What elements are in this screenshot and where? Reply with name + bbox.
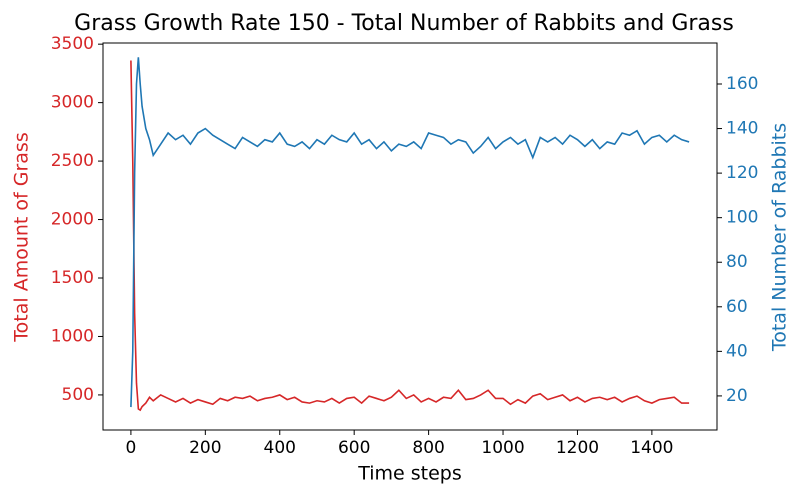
y-tick-label: 500: [62, 385, 94, 405]
x-tick-label: 200: [189, 438, 221, 458]
series-line: [130, 60, 690, 412]
y2-tick-label: 120: [726, 163, 758, 183]
y-tick-label: 2000: [51, 210, 94, 230]
y2-tick-label: 80: [726, 252, 748, 272]
chart-title: Grass Growth Rate 150 - Total Number of …: [74, 11, 734, 36]
x-tick-label: 0: [125, 438, 136, 458]
x-tick-label: 400: [264, 438, 296, 458]
y2-tick-label: 140: [726, 119, 758, 139]
series-line: [130, 57, 690, 408]
plot-frame: [102, 42, 718, 431]
y2-tick-label: 60: [726, 297, 748, 317]
y2-tick-label: 100: [726, 208, 758, 228]
y-tick-label: 3500: [51, 34, 94, 54]
y-axis-label: Total Amount of Grass: [11, 132, 33, 342]
y-tick-label: 1500: [51, 268, 94, 288]
x-tick-label: 800: [412, 438, 444, 458]
x-tick-label: 1400: [630, 438, 673, 458]
y-tick-label: 3000: [51, 93, 94, 113]
y-tick-label: 2500: [51, 151, 94, 171]
x-tick-label: 1200: [556, 438, 599, 458]
y2-tick-label: 40: [726, 341, 748, 361]
x-tick-label: 600: [338, 438, 370, 458]
y2-axis-label: Total Number of Rabbits: [769, 123, 791, 352]
x-axis-label: Time steps: [357, 463, 462, 485]
y2-tick-label: 20: [726, 386, 748, 406]
y2-tick-label: 160: [726, 74, 758, 94]
y-tick-label: 1000: [51, 326, 94, 346]
x-tick-label: 1000: [481, 438, 524, 458]
